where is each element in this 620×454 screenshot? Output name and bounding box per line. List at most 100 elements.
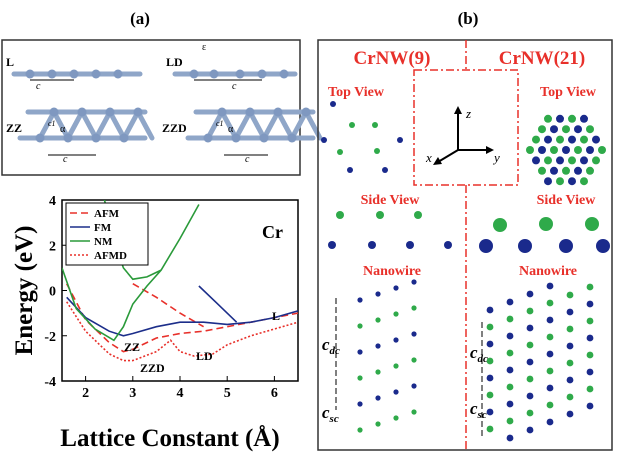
c-dc: cdc bbox=[322, 335, 340, 357]
atom bbox=[357, 349, 363, 355]
rod bbox=[79, 109, 99, 141]
atom bbox=[550, 125, 558, 134]
atom bbox=[526, 426, 534, 434]
rod bbox=[205, 109, 225, 141]
y-tick-label: 2 bbox=[49, 239, 56, 254]
atom bbox=[217, 107, 227, 117]
atom bbox=[411, 383, 417, 389]
atom bbox=[574, 166, 582, 175]
atom bbox=[556, 114, 564, 123]
atom bbox=[119, 133, 129, 143]
c-sc: csc bbox=[322, 403, 339, 425]
diagram-label: LD bbox=[166, 55, 183, 69]
atom bbox=[526, 307, 534, 315]
atom bbox=[506, 332, 514, 340]
energy-chart: -4 -2 0 2 4 2 3 4 5 6 Lattice Constant (Å) Energy (… bbox=[11, 194, 299, 452]
atom bbox=[506, 434, 514, 442]
y-tick-label: -4 bbox=[44, 375, 56, 390]
atom bbox=[35, 133, 45, 143]
atom bbox=[546, 333, 554, 341]
x-axis-label: Lattice Constant (Å) bbox=[60, 424, 279, 452]
atom bbox=[486, 306, 494, 314]
atom bbox=[566, 410, 574, 418]
atom bbox=[585, 217, 599, 231]
atom bbox=[586, 166, 594, 175]
angle-label: α bbox=[228, 124, 234, 135]
atom bbox=[372, 122, 378, 128]
atom bbox=[580, 135, 588, 144]
atom bbox=[368, 241, 376, 249]
atom bbox=[506, 400, 514, 408]
atom bbox=[526, 375, 534, 383]
atom bbox=[486, 374, 494, 382]
atom bbox=[113, 69, 123, 79]
atom bbox=[357, 427, 363, 433]
rod bbox=[233, 109, 253, 141]
atom bbox=[546, 367, 554, 375]
atom bbox=[411, 357, 417, 363]
atom bbox=[526, 341, 534, 349]
atom bbox=[49, 107, 59, 117]
atom bbox=[91, 133, 101, 143]
annotation: L bbox=[272, 309, 280, 323]
atom bbox=[374, 148, 380, 154]
atom bbox=[566, 342, 574, 350]
atom bbox=[105, 107, 115, 117]
atom bbox=[538, 125, 546, 134]
atom bbox=[209, 69, 219, 79]
atom bbox=[586, 351, 594, 359]
atom bbox=[203, 133, 213, 143]
atom bbox=[506, 315, 514, 323]
atom bbox=[526, 409, 534, 417]
atom bbox=[506, 349, 514, 357]
angle-label: α bbox=[60, 124, 66, 135]
atom bbox=[526, 324, 534, 332]
view-label: Side View bbox=[361, 193, 421, 208]
atom bbox=[544, 114, 552, 123]
annotation: Cr bbox=[262, 222, 283, 242]
y-tick-label: 4 bbox=[49, 194, 56, 209]
legend-label: NM bbox=[94, 236, 113, 248]
atom bbox=[526, 392, 534, 400]
view-label: Side View bbox=[537, 193, 597, 208]
x-tick-label: 3 bbox=[129, 386, 136, 401]
atom bbox=[393, 389, 399, 395]
atom bbox=[77, 107, 87, 117]
x-tick-label: 4 bbox=[177, 386, 184, 401]
atom bbox=[562, 166, 570, 175]
atom bbox=[414, 211, 422, 219]
atom bbox=[568, 114, 576, 123]
x-tick-label: 5 bbox=[224, 386, 231, 401]
bond-label: c1 bbox=[48, 119, 56, 128]
atom bbox=[411, 331, 417, 337]
view-label: Nanowire bbox=[519, 264, 577, 279]
atom bbox=[259, 133, 269, 143]
atom bbox=[566, 393, 574, 401]
atom bbox=[382, 167, 388, 173]
view-label: Top View bbox=[328, 85, 385, 100]
atom bbox=[544, 156, 552, 165]
atom bbox=[397, 137, 403, 143]
legend-label: AFMD bbox=[94, 250, 127, 262]
rod bbox=[219, 109, 239, 141]
atom bbox=[586, 283, 594, 291]
rod bbox=[289, 109, 309, 141]
atom bbox=[546, 401, 554, 409]
atom bbox=[546, 316, 554, 324]
axes-arrows bbox=[437, 112, 488, 163]
lattice-label: c bbox=[63, 154, 68, 165]
atom bbox=[566, 308, 574, 316]
atom bbox=[506, 417, 514, 425]
atom bbox=[273, 107, 283, 117]
atom bbox=[586, 125, 594, 134]
atom bbox=[357, 401, 363, 407]
rod bbox=[37, 109, 57, 141]
annotation: ZZD bbox=[140, 361, 165, 375]
rod bbox=[107, 109, 127, 141]
atom bbox=[586, 402, 594, 410]
lattice-label: c bbox=[232, 81, 237, 92]
atom bbox=[546, 384, 554, 392]
atom bbox=[393, 337, 399, 343]
atom bbox=[375, 317, 381, 323]
atom bbox=[357, 323, 363, 329]
